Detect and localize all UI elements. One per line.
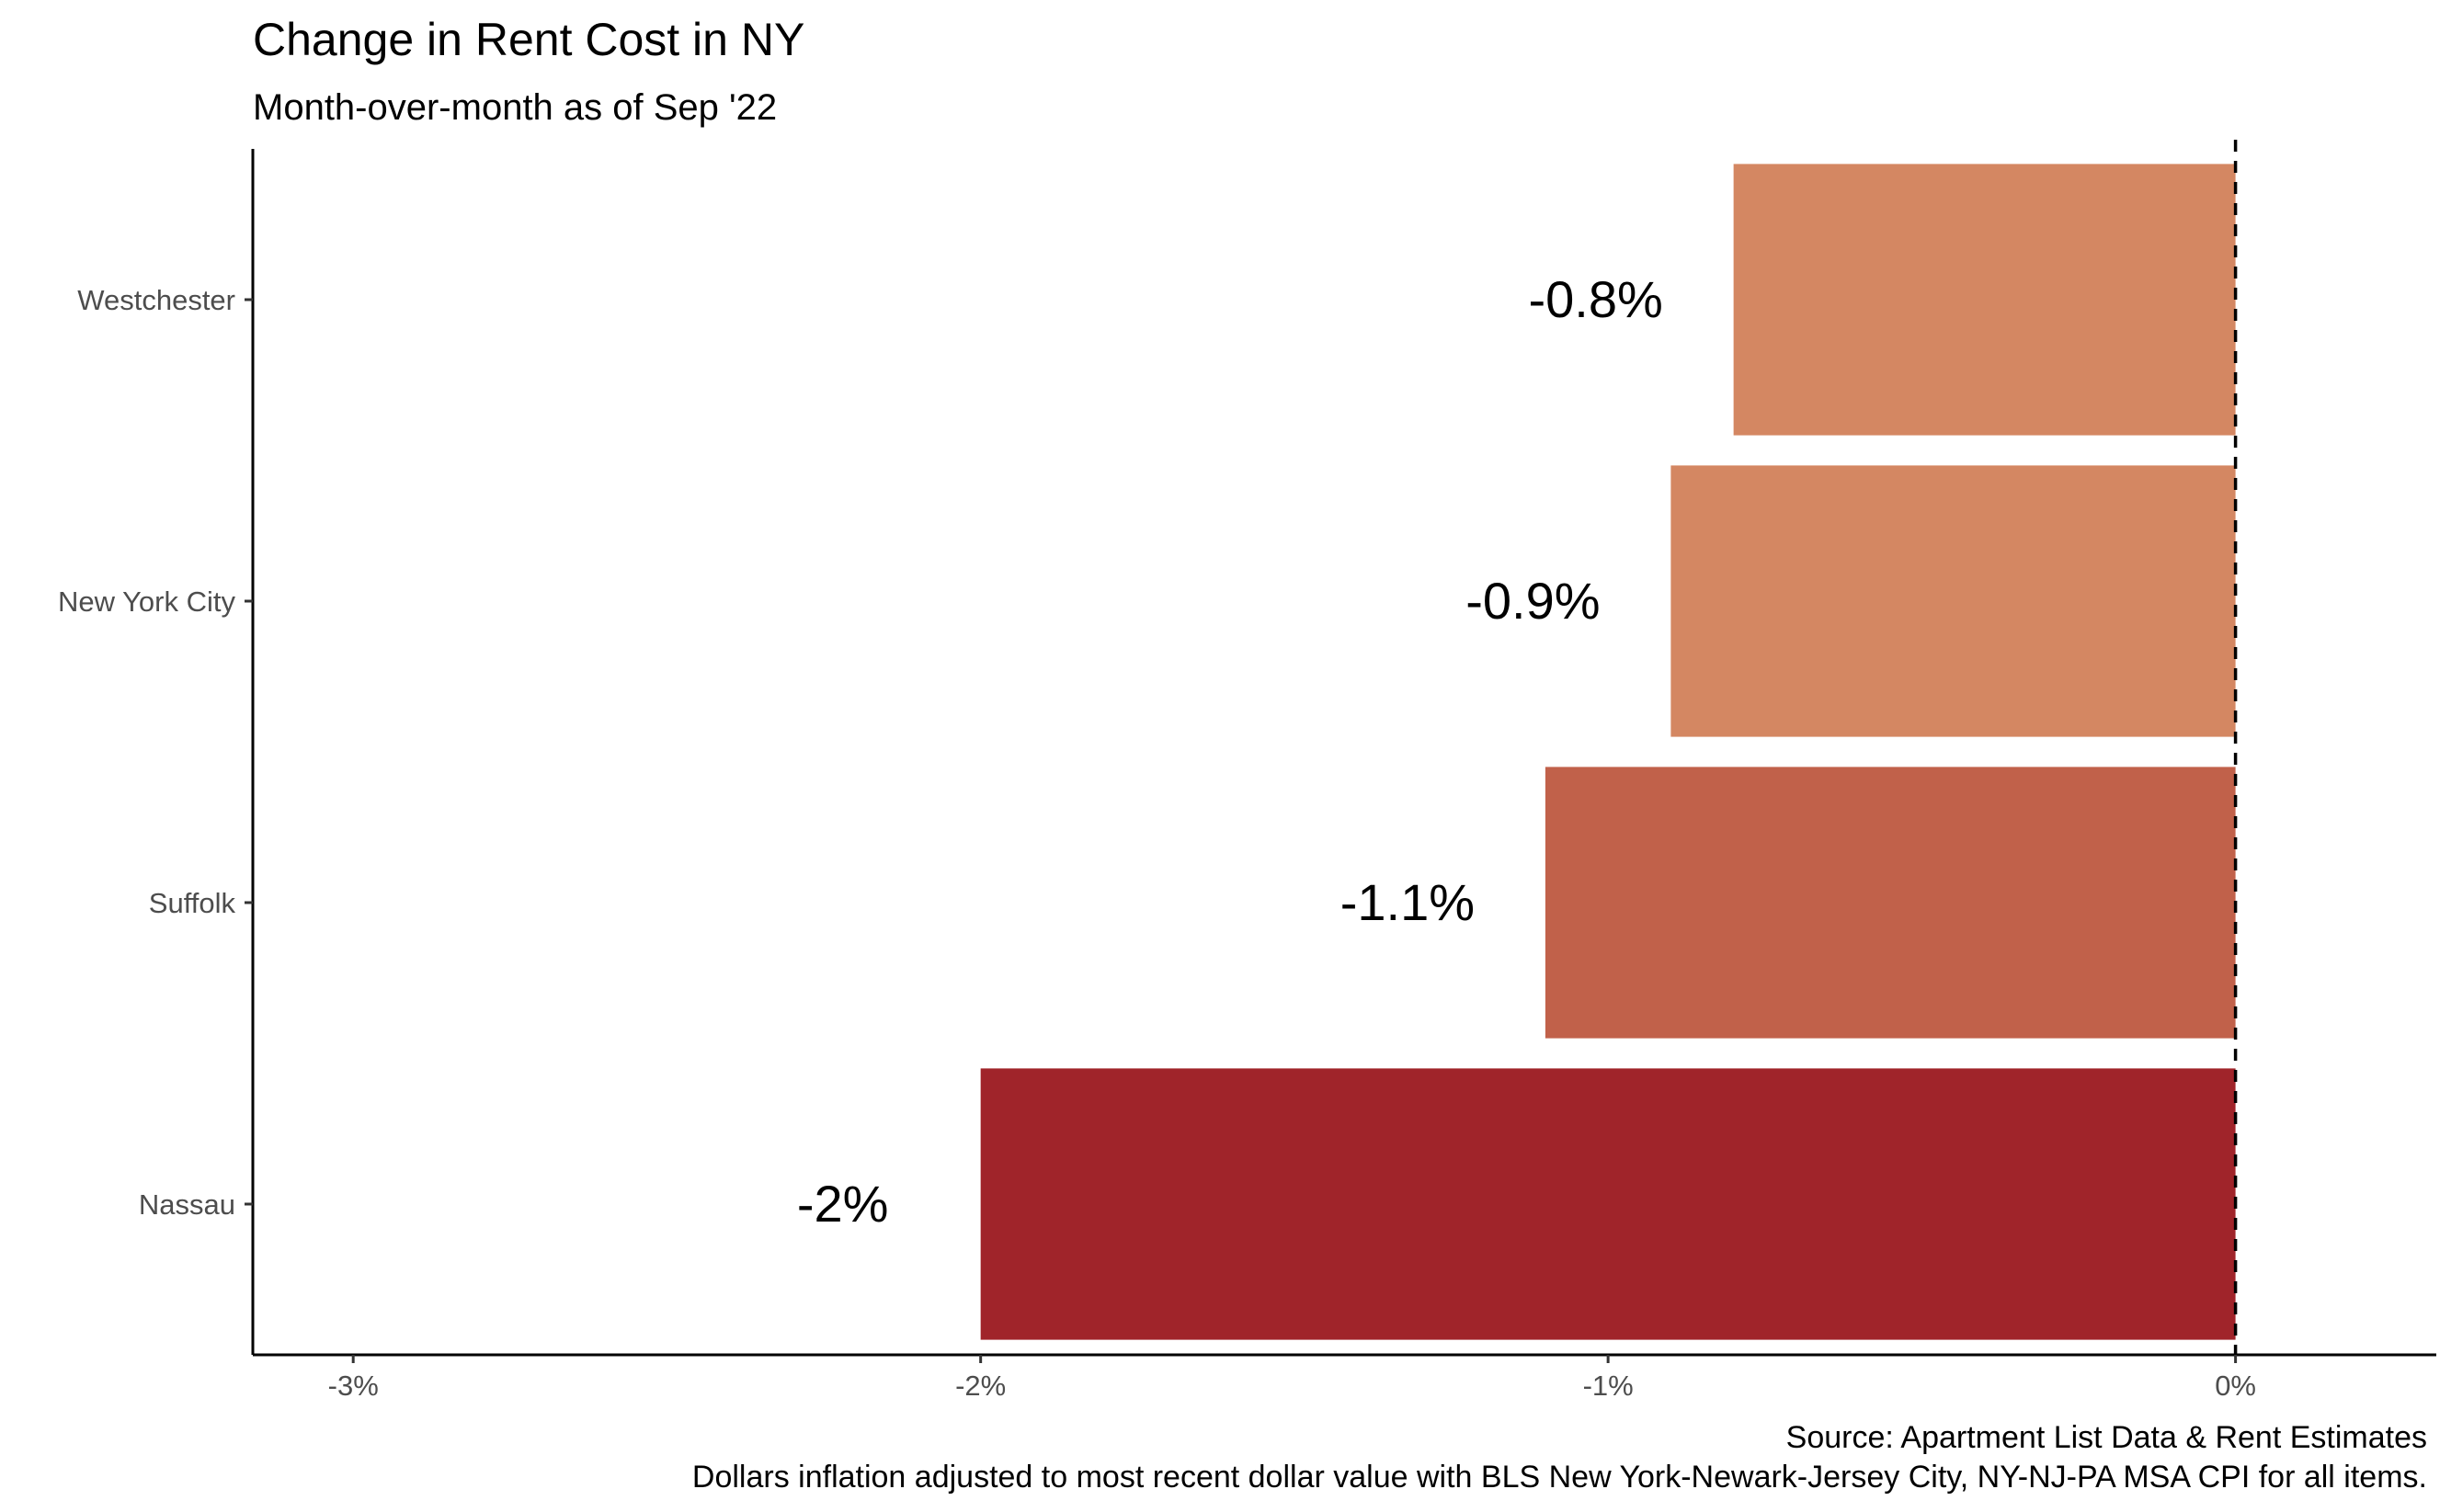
y-tick-label: Nassau bbox=[139, 1188, 235, 1221]
y-axis: Westchester New York City Suffolk Nassau bbox=[58, 284, 253, 1221]
plot-area: -0.8% -0.9% -1.1% -2% bbox=[797, 140, 2238, 1355]
x-tick-label: -1% bbox=[1583, 1370, 1634, 1402]
x-tick-label: -3% bbox=[328, 1370, 379, 1402]
x-axis: -3% -2% -1% 0% bbox=[328, 1355, 2256, 1402]
data-label: -2% bbox=[797, 1175, 889, 1233]
data-label: -1.1% bbox=[1340, 873, 1475, 931]
x-tick-label: -2% bbox=[955, 1370, 1006, 1402]
caption-note: Dollars inflation adjusted to most recen… bbox=[692, 1460, 2427, 1495]
caption-source: Source: Apartment List Data & Rent Estim… bbox=[1786, 1420, 2427, 1455]
bar-nassau bbox=[980, 1068, 2236, 1340]
chart-title: Change in Rent Cost in NY bbox=[253, 14, 804, 65]
x-tick-label: 0% bbox=[2215, 1370, 2256, 1402]
bar-new-york-city bbox=[1670, 465, 2236, 737]
data-label: -0.8% bbox=[1528, 270, 1662, 328]
y-tick-label: Suffolk bbox=[149, 887, 236, 919]
chart-subtitle: Month-over-month as of Sep '22 bbox=[253, 87, 777, 128]
y-tick-label: New York City bbox=[58, 585, 235, 618]
y-tick-label: Westchester bbox=[77, 284, 235, 316]
bar-westchester bbox=[1733, 164, 2236, 436]
bar-suffolk bbox=[1545, 767, 2236, 1039]
data-label: -0.9% bbox=[1465, 572, 1600, 630]
